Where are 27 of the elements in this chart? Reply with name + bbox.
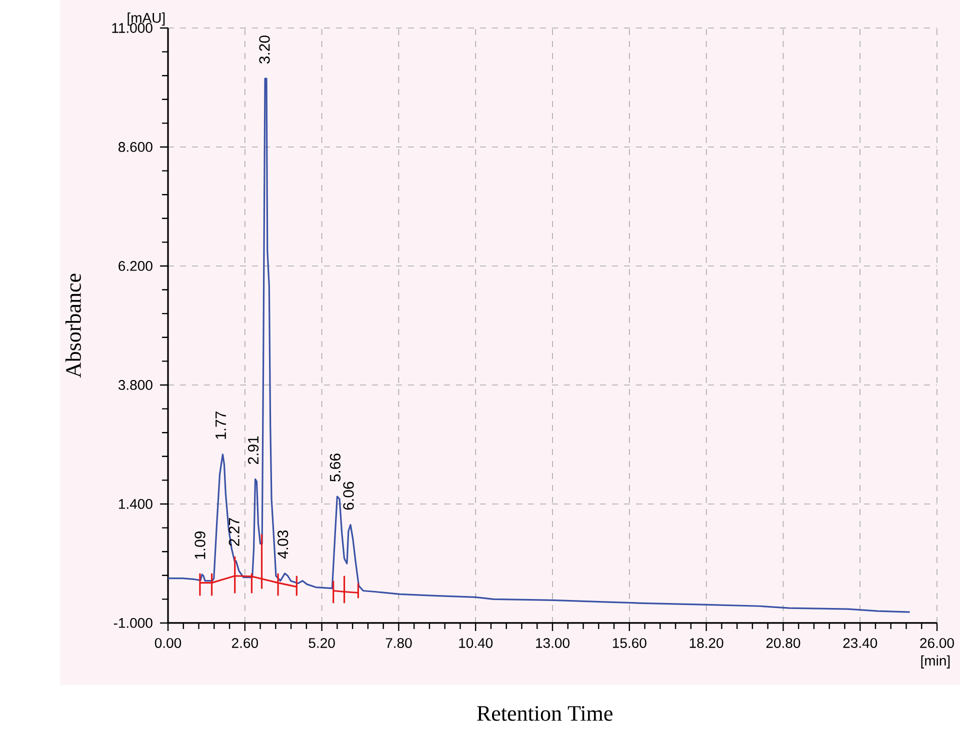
- x-tick-label: 26.00: [920, 638, 954, 648]
- x-tick-label: 10.40: [459, 638, 493, 648]
- y-tick-label: 6.200: [118, 261, 152, 271]
- y-tick-label: -1.000: [114, 618, 152, 628]
- y-tick-label: 1.400: [118, 499, 152, 509]
- annotation: 6.06: [343, 482, 354, 510]
- y-axis-title: Absorbance: [65, 274, 81, 378]
- annotation: 2.27: [228, 518, 240, 546]
- annotation: 1.09: [194, 532, 206, 559]
- text: [min]: [921, 655, 950, 668]
- x-tick-label: 7.80: [386, 638, 412, 648]
- annotation: 3.20: [259, 36, 270, 64]
- annotation: 4.03: [278, 530, 288, 559]
- x-tick-label: 20.80: [766, 638, 800, 648]
- x-tick-label: 23.40: [843, 638, 878, 648]
- x-tick-label: 0.00: [154, 638, 182, 648]
- x-tick-label: 13.00: [536, 638, 570, 648]
- x-tick-label: 18.20: [690, 638, 724, 648]
- annotation: 1.77: [216, 412, 226, 439]
- y-tick-label: 8.600: [118, 142, 152, 152]
- annotation: 5.66: [330, 454, 341, 482]
- x-tick-label: 15.60: [612, 638, 646, 648]
- x-tick-label: 2.60: [232, 638, 258, 648]
- x-axis-title: Retention Time: [477, 706, 612, 721]
- y-tick-label: 3.800: [118, 380, 152, 390]
- annotation: 2.91: [248, 436, 259, 464]
- x-tick-label: 5.20: [308, 638, 335, 648]
